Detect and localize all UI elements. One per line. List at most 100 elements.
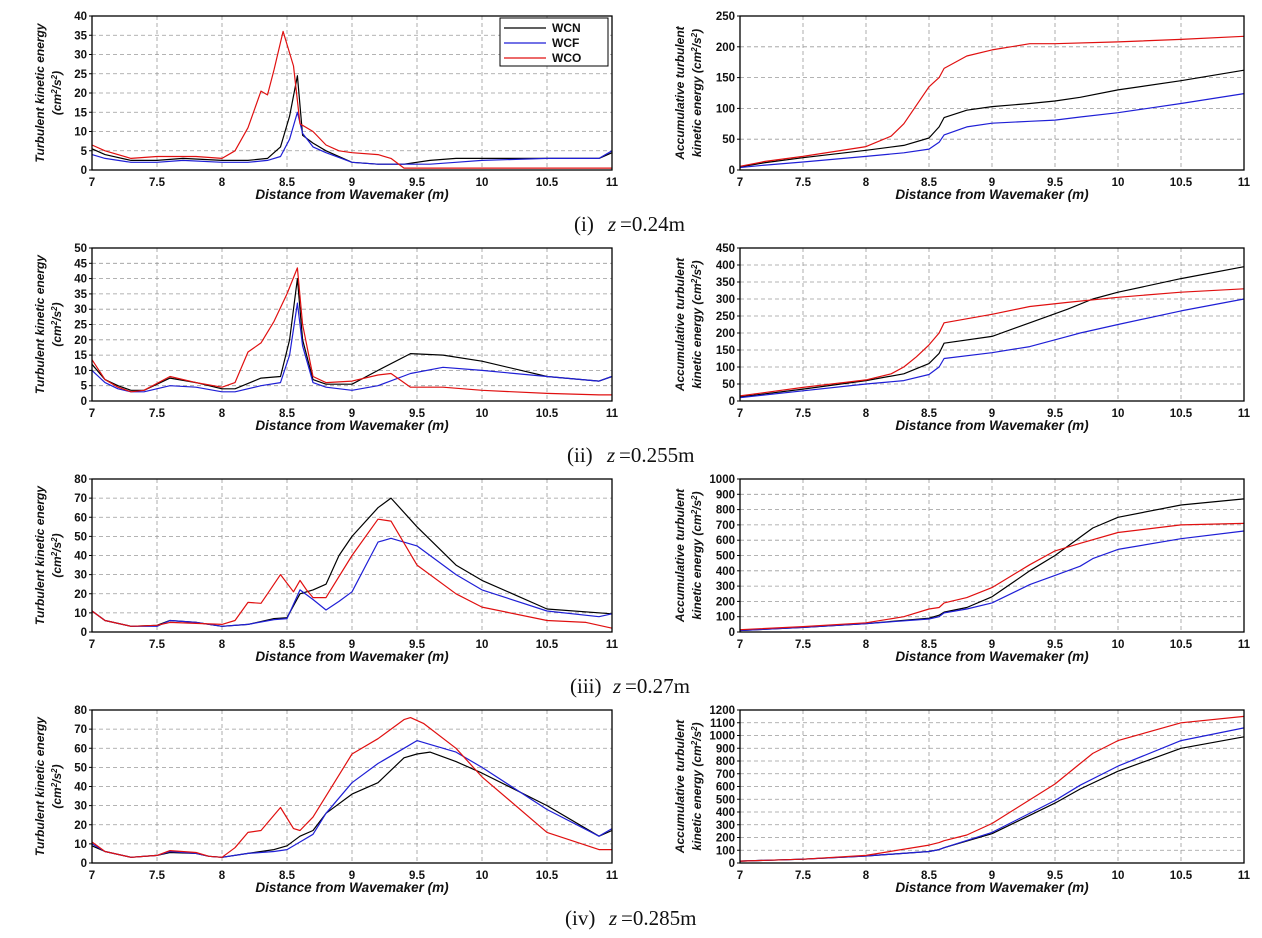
legend-label-wcf: WCF — [552, 36, 579, 50]
y-tick-label: 900 — [716, 743, 735, 755]
plot-frame — [739, 247, 1245, 402]
x-tick-label: 7.5 — [149, 870, 166, 882]
x-tick-label: 10.5 — [536, 408, 559, 420]
y-tick-label: 50 — [74, 531, 87, 543]
y-tick-label: 1200 — [709, 705, 735, 717]
y-tick-label: 40 — [74, 274, 87, 286]
plot-frame — [739, 15, 1245, 171]
x-tick-label: 8.5 — [279, 639, 296, 651]
y-tick-label: 5 — [81, 146, 88, 158]
y-tick-label: 5 — [81, 381, 88, 393]
x-tick-label: 7 — [89, 408, 95, 420]
y-axis-label: Accumulative turbulent kinetic energy (cm… — [673, 488, 704, 623]
x-tick-label: 10 — [1112, 870, 1125, 882]
chart-acc-3: 0 100 200 300 400 500 600 700 800 900 1000 7 7.5 8 8.5… — [673, 474, 1251, 664]
legend-label-wcn: WCN — [552, 21, 581, 35]
series-line-wco — [91, 267, 612, 396]
y-tick-label: 10 — [74, 365, 87, 377]
caption-2: (ii) z =0.255m — [567, 443, 694, 467]
y-tick-label: 300 — [716, 820, 735, 832]
y-tick-label: 20 — [74, 88, 87, 100]
caption-4-roman: (iv) — [565, 906, 595, 930]
x-tick-label: 9.5 — [1047, 177, 1064, 189]
caption-3-z: z — [612, 674, 621, 698]
x-tick-label: 8.5 — [279, 177, 296, 189]
x-tick-label: 10 — [476, 639, 489, 651]
x-tick-label: 10.5 — [1170, 639, 1193, 651]
y-tick-label: 35 — [74, 289, 87, 301]
y-tick-label: 0 — [729, 627, 735, 639]
x-tick-label: 8 — [219, 177, 226, 189]
series-line-wco — [91, 30, 612, 169]
x-tick-label: 8.5 — [279, 870, 296, 882]
x-tick-label: 9 — [989, 870, 995, 882]
charts-layer: 0 5 10 15 20 25 30 35 40 7 7.5 8 8.5 9 9.5 10 10.5 11 Dist… — [33, 11, 1251, 895]
y-tick-label: 500 — [716, 794, 735, 806]
x-axis-label: Distance from Wavemaker (m) — [895, 187, 1089, 202]
y-tick-label: 0 — [729, 396, 735, 408]
x-tick-label: 9 — [349, 177, 355, 189]
series-line-wcf — [91, 537, 613, 627]
x-tick-label: 7.5 — [795, 870, 812, 882]
caption-1: (i) z =0.24m — [574, 212, 685, 236]
series-line-wco — [739, 288, 1245, 397]
y-tick-label: 900 — [716, 489, 735, 501]
y-tick-label: 25 — [74, 320, 87, 332]
y-tick-label: 100 — [716, 845, 735, 857]
x-tick-label: 10.5 — [536, 177, 559, 189]
x-tick-label: 9 — [989, 639, 995, 651]
y-tick-label: 600 — [716, 782, 735, 794]
caption-2-roman: (ii) — [567, 443, 593, 467]
y-tick-label: 300 — [716, 581, 735, 593]
x-axis-label: Distance from Wavemaker (m) — [255, 418, 449, 433]
x-tick-label: 9.5 — [1047, 870, 1064, 882]
y-tick-label: 0 — [81, 858, 87, 870]
y-tick-label: 35 — [74, 30, 87, 42]
x-tick-label: 7 — [737, 870, 743, 882]
x-tick-label: 7.5 — [149, 177, 166, 189]
series-line-wcn — [91, 75, 613, 165]
y-tick-label: 50 — [74, 243, 87, 255]
y-tick-label: 50 — [722, 134, 735, 146]
x-tick-label: 7 — [89, 177, 95, 189]
x-tick-label: 9.5 — [409, 639, 426, 651]
chart-tke-3: 0 10 20 30 40 50 60 70 80 7 7.5 8 8.5 9 9.5 10 10.5 11 Dis… — [33, 474, 619, 664]
y-tick-label: 30 — [74, 304, 87, 316]
x-tick-label: 10 — [476, 177, 489, 189]
chart-tke-4: 0 10 20 30 40 50 60 70 80 7 7.5 8 8.5 9 9.5 10 10.5 11 Dis… — [33, 705, 619, 895]
chart-acc-4: 0100200300400500600700800900100011001200… — [673, 705, 1251, 895]
caption-1-value: =0.24m — [620, 212, 685, 236]
y-tick-label: 450 — [716, 243, 735, 255]
chart-acc-1: 0 50 100 150 200 250 7 7.5 8 8.5 9 9.5 10 10.5 11 Dista… — [673, 11, 1251, 202]
x-axis-label: Distance from Wavemaker (m) — [255, 880, 449, 895]
caption-3-roman: (iii) — [570, 674, 602, 698]
x-tick-label: 9 — [989, 408, 995, 420]
x-tick-label: 9 — [349, 639, 355, 651]
y-tick-label: 25 — [74, 69, 87, 81]
x-tick-label: 8.5 — [921, 870, 938, 882]
y-axis-label: Accumulative turbulent kinetic energy (cm… — [673, 25, 704, 160]
y-tick-label: 250 — [716, 11, 735, 23]
x-tick-label: 7.5 — [795, 177, 812, 189]
y-tick-label: 0 — [81, 165, 87, 177]
x-axis-label: Distance from Wavemaker (m) — [895, 649, 1089, 664]
x-axis-label: Distance from Wavemaker (m) — [255, 187, 449, 202]
series-line-wcf — [91, 111, 613, 165]
y-tick-label: 500 — [716, 551, 735, 563]
y-tick-label: 15 — [74, 350, 87, 362]
y-tick-label: 1000 — [709, 731, 735, 743]
y-tick-label: 50 — [74, 762, 87, 774]
series-line-wcn — [91, 751, 613, 858]
x-tick-label: 10.5 — [1170, 408, 1193, 420]
y-tick-label: 60 — [74, 512, 87, 524]
x-tick-label: 11 — [606, 639, 619, 651]
y-tick-label: 20 — [74, 820, 87, 832]
x-tick-label: 10 — [1112, 177, 1125, 189]
y-tick-label: 0 — [81, 396, 87, 408]
y-tick-label: 400 — [716, 807, 735, 819]
caption-1-roman: (i) — [574, 212, 594, 236]
y-tick-label: 0 — [729, 165, 735, 177]
y-tick-label: 400 — [716, 566, 735, 578]
x-tick-label: 9.5 — [409, 177, 426, 189]
